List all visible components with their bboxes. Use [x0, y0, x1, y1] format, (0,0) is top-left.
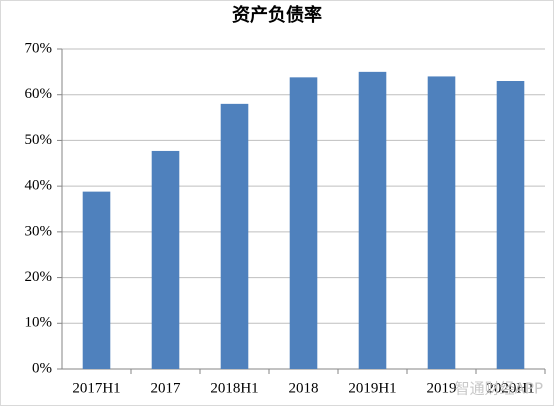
y-tick-label: 10% — [25, 315, 53, 331]
y-tick-label: 40% — [25, 178, 53, 194]
bar — [358, 71, 387, 369]
x-tick-label: 2017 — [151, 380, 182, 396]
chart-title: 资产负债率 — [232, 4, 322, 26]
watermark: 智通财经APP — [455, 380, 543, 398]
y-tick-label: 20% — [25, 269, 53, 285]
x-tick-label: 2018H1 — [210, 380, 258, 396]
y-tick-label: 60% — [25, 86, 53, 102]
x-tick-label: 2017H1 — [72, 380, 120, 396]
x-tick-label: 2019 — [427, 380, 457, 396]
bar — [427, 76, 456, 369]
x-tick-label: 2019H1 — [348, 380, 396, 396]
y-tick-label: 50% — [25, 132, 53, 148]
y-tick-label: 0% — [32, 360, 52, 376]
bar — [496, 81, 525, 369]
bar — [82, 191, 111, 369]
y-tick-label: 70% — [25, 40, 53, 56]
x-tick-label: 2020H1 — [486, 380, 534, 396]
x-tick-label: 2018 — [289, 380, 319, 396]
y-tick-label: 30% — [25, 223, 53, 239]
bar — [151, 150, 180, 369]
bar — [220, 103, 249, 369]
bar — [289, 77, 318, 369]
